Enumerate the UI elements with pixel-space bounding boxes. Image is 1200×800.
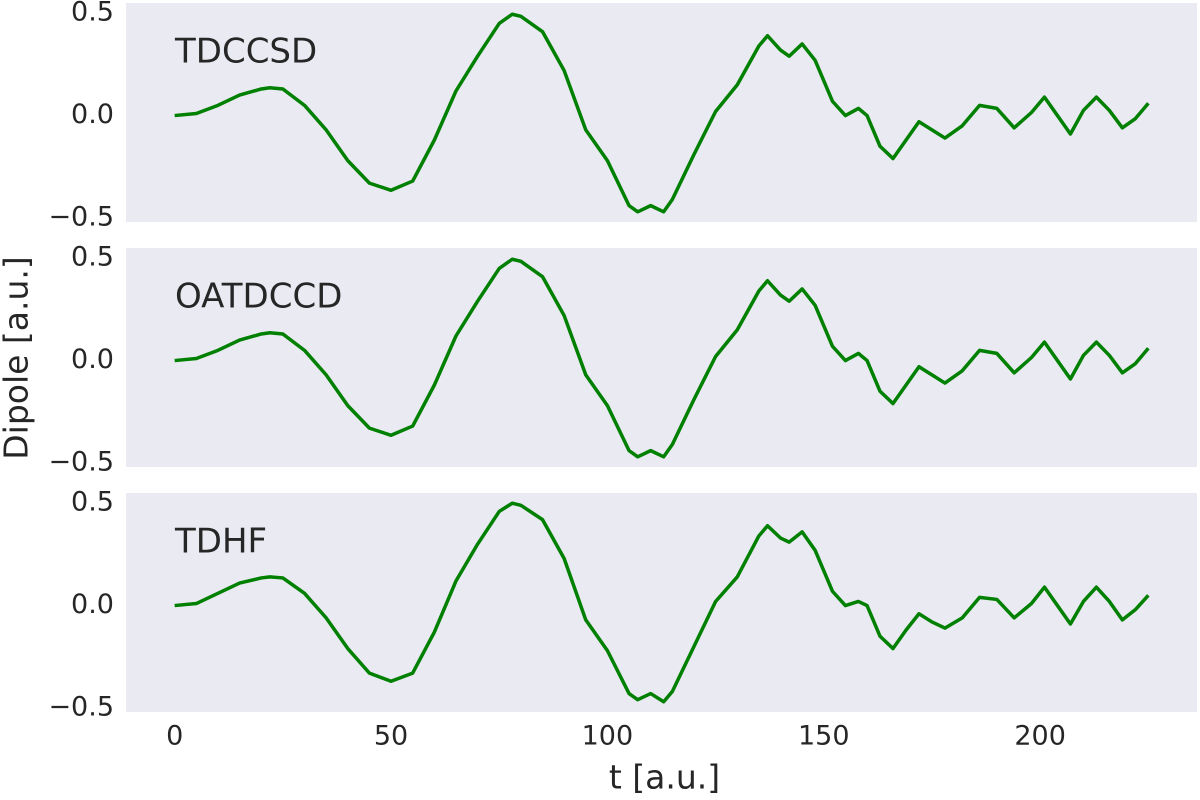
x-tick-label: 100	[582, 721, 634, 752]
y-tick-label: 0.0	[71, 589, 114, 620]
y-tick-label: −0.5	[48, 201, 114, 232]
y-tick-label: −0.5	[48, 446, 114, 477]
y-axis-label: Dipole [a.u.]	[0, 256, 36, 460]
y-tick-label: 0.5	[71, 0, 114, 28]
x-tick-label: 0	[166, 721, 183, 752]
y-tick-label: 0.5	[71, 487, 114, 518]
panel-label: TDCCSD	[174, 32, 317, 72]
y-tick-label: 0.5	[71, 242, 114, 273]
data-line	[174, 257, 1150, 459]
y-tick-label: 0.0	[71, 344, 114, 375]
x-tick-label: 50	[374, 721, 408, 752]
plot-area	[126, 248, 1197, 467]
panel-label: TDHF	[174, 522, 267, 562]
data-line	[174, 501, 1150, 704]
y-tick-label: −0.5	[48, 691, 114, 722]
x-tick-label: 150	[798, 721, 850, 752]
plot-area	[126, 493, 1197, 712]
x-tick-label: 200	[1014, 721, 1066, 752]
panel-label: OATDCCD	[175, 277, 342, 317]
x-axis-label: t [a.u.]	[609, 758, 720, 797]
y-tick-label: 0.0	[71, 99, 114, 130]
plot-area	[126, 3, 1197, 222]
data-line	[174, 12, 1150, 214]
